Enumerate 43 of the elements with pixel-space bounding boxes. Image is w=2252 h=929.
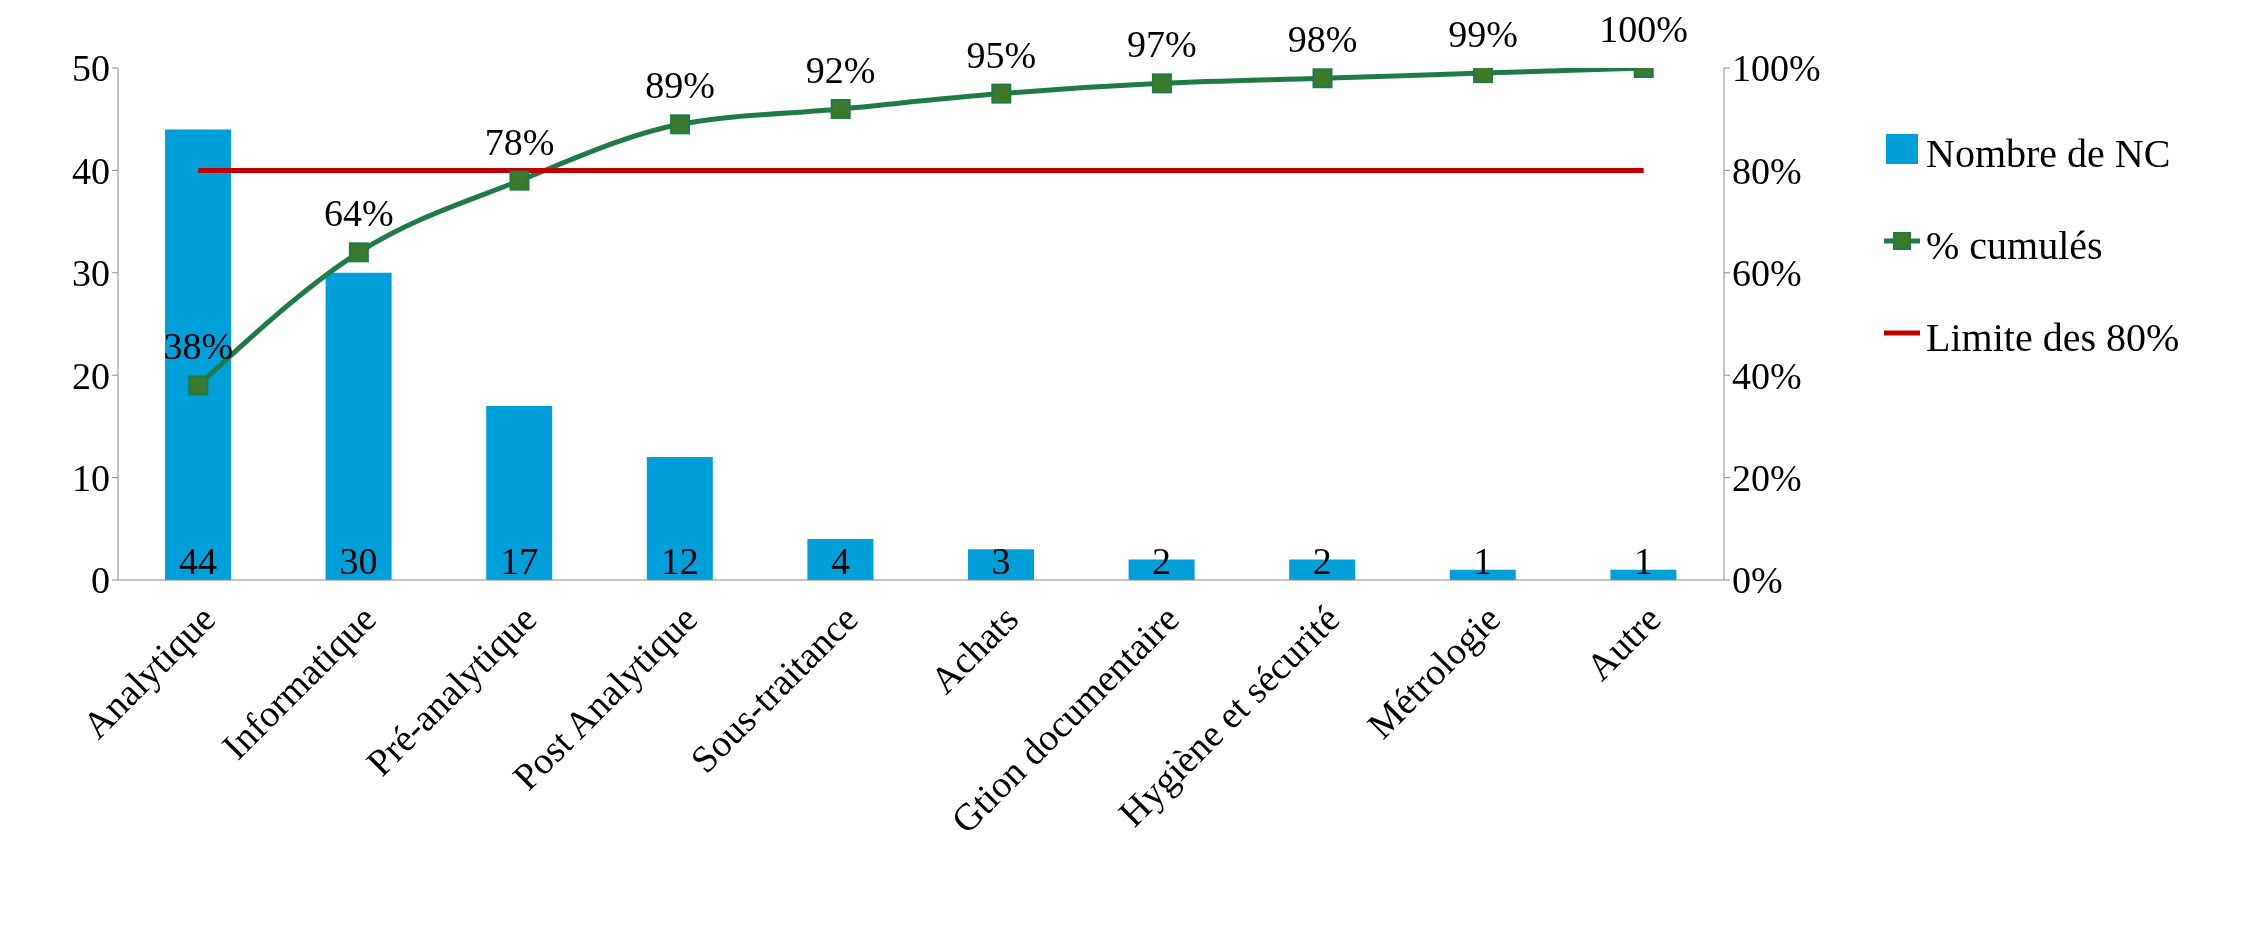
y2-tick-label: 100% (1732, 47, 1821, 90)
y2-tick-label: 80% (1732, 149, 1802, 192)
point (1151, 73, 1172, 94)
y-tick-label: 30 (72, 252, 110, 295)
y2-tick-label: 40% (1732, 354, 1802, 397)
point (509, 170, 530, 191)
data-label: 89% (645, 64, 715, 107)
data-label: 99% (1448, 13, 1518, 56)
bar (165, 129, 231, 580)
data-label: 30 (339, 540, 378, 582)
point (991, 83, 1012, 104)
y-tick-label: 40 (72, 149, 110, 192)
data-label: 3 (991, 540, 1011, 582)
data-label: 17 (500, 540, 539, 582)
y2-tick-label: 0% (1732, 559, 1783, 602)
point (188, 375, 209, 396)
data-label: 44 (179, 540, 217, 582)
legend-label: Limite des 80% (1926, 314, 2180, 362)
bar (325, 272, 392, 580)
data-label: 78% (484, 120, 555, 163)
data-label: 98% (1287, 18, 1358, 61)
y-tick-label: 50 (72, 47, 110, 90)
data-label: 64% (324, 192, 394, 235)
data-label: 100% (1599, 8, 1689, 50)
bar (646, 457, 713, 580)
y-tick-label: 0 (91, 559, 110, 602)
bar (807, 539, 874, 580)
legend-label: % cumulés (1926, 222, 2103, 270)
y-tick-label: 10 (72, 457, 110, 500)
data-label: 12 (660, 540, 699, 582)
point (348, 242, 369, 263)
y2-tick-label: 60% (1732, 252, 1802, 295)
bar (486, 405, 553, 580)
data-label: 97% (1127, 23, 1197, 66)
point (1312, 68, 1333, 89)
data-label: 4 (830, 540, 850, 582)
y2-tick-label: 20% (1732, 457, 1802, 500)
y-tick-label: 20 (72, 354, 110, 397)
point (830, 98, 851, 119)
point (670, 114, 691, 135)
data-label: 95% (966, 33, 1037, 76)
legend-label: Nombre de NC (1926, 130, 2171, 178)
data-label: 92% (805, 48, 876, 91)
